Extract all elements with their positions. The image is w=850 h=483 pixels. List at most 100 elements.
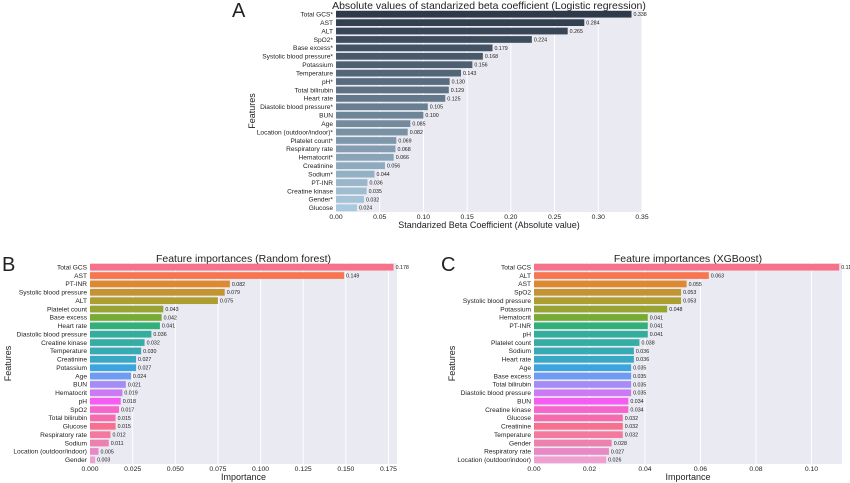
panel-a-value-label: 0.066 (396, 155, 409, 161)
panel-b-value-label: 0.082 (232, 282, 245, 288)
panel-b-category-label: ALT (75, 298, 87, 305)
panel-b-x-axis-label: Importance (221, 472, 266, 482)
panel-c-value-label: 0.035 (633, 366, 646, 372)
panel-b-bar (90, 263, 394, 271)
panel-a-category-label: BUN (319, 113, 333, 120)
panel-b-value-label: 0.012 (112, 433, 125, 439)
panel-c-category-label: ALT (519, 273, 531, 280)
panel-b-bar (90, 280, 230, 288)
panel-b-category-label: Base excess (50, 315, 88, 322)
panel-c-bar (534, 414, 623, 422)
panel-c-value-label: 0.032 (625, 424, 638, 430)
panel-b-category-label: Creatine kinase (41, 340, 87, 347)
panel-c-bar (534, 397, 629, 405)
panel-b-bar (90, 439, 109, 447)
panel-a-category-label: Total GCS* (300, 12, 333, 19)
panel-c-value-label: 0.035 (633, 382, 646, 388)
panel-a-bar (336, 196, 364, 203)
panel-b-x-tick-label: 0.075 (209, 466, 226, 473)
panel-a-category-label: Potassium (302, 62, 333, 69)
panel-b-value-label: 0.027 (138, 357, 151, 363)
panel-a-bar (336, 69, 462, 77)
panel-b-bar (90, 372, 131, 380)
panel-b-category-label: Gender (65, 457, 88, 464)
panel-a-category-label: Heart rate (304, 96, 334, 103)
panel-a-category-label: pH* (322, 79, 333, 86)
panel-b-category-label: Creatinine (57, 357, 87, 364)
panel-c-value-label: 0.110 (841, 265, 850, 271)
panel-c-x-tick-label: 0.00 (527, 466, 540, 473)
panel-b-category-label: pH (79, 398, 88, 405)
panel-b-value-label: 0.024 (133, 374, 146, 380)
panel-c-category-label: Glucose (507, 415, 532, 422)
panel-c-bar (534, 439, 612, 447)
panel-a-category-label: Temperature (296, 70, 333, 77)
panel-b-category-label: Total bilirubin (49, 415, 88, 422)
panel-a-category-label: Glucose (309, 205, 334, 212)
panel-b-x-tick-label: 0.000 (81, 466, 98, 473)
panel-c-value-label: 0.041 (650, 324, 663, 330)
panel-a-category-label: Gender* (308, 197, 333, 204)
panel-c-category-label: Base excess (494, 373, 532, 380)
panel-b-value-label: 0.018 (123, 399, 136, 405)
panel-b-x-tick-label: 0.125 (295, 466, 312, 473)
panel-b-category-label: PT-INR (65, 281, 87, 288)
panel-b-bar (90, 414, 116, 422)
panel-a-category-label: Platelet count* (290, 138, 333, 145)
panel-b-value-label: 0.015 (118, 424, 131, 430)
panel-a-bar (336, 44, 493, 52)
panel-a-bar (336, 145, 396, 153)
panel-b-value-label: 0.005 (101, 449, 114, 455)
panel-c-bar (534, 280, 687, 288)
panel-c-bar (534, 381, 632, 388)
panel-b-x-tick-label: 0.100 (252, 466, 269, 473)
panel-a-category-label: Diastolic blood pressure* (260, 104, 333, 111)
panel-c-category-label: Temperature (494, 432, 531, 439)
panel-a-bar (336, 170, 375, 178)
panel-c-category-label: Creatinine (501, 424, 531, 431)
panel-b-value-label: 0.027 (138, 366, 151, 372)
panel-c-value-label: 0.063 (711, 273, 724, 279)
panel-a-bar (336, 204, 357, 212)
panel-b-bar (90, 347, 142, 355)
panel-c-category-label: BUN (517, 398, 531, 405)
panel-a-bar (336, 61, 473, 69)
panel-c-bar (534, 339, 640, 346)
panel-c-category-label: Diastolic blood pressure (461, 390, 532, 397)
panel-b-category-label: Temperature (50, 348, 87, 355)
panel-b-bar (90, 339, 145, 346)
panel-a-plot-area (336, 10, 642, 212)
panel-a-category-label: Total bilirubin (295, 87, 334, 94)
panel-b-bar (90, 431, 111, 439)
panel-a-value-label: 0.265 (570, 29, 583, 35)
panel-a-x-axis-label: Standarized Beta Coefficient (Absolute v… (398, 220, 579, 230)
panel-c-x-tick-label: 0.08 (749, 466, 762, 473)
panel-b-bar (90, 456, 96, 464)
panel-a-bar (336, 52, 483, 60)
panel-a-bar (336, 128, 408, 136)
panel-a-x-tick-label: 0.00 (329, 214, 342, 221)
panel-a-value-label: 0.036 (369, 180, 382, 186)
panel-a-bar (336, 153, 394, 161)
panel-c-bar (534, 448, 609, 455)
panel-a-value-label: 0.056 (387, 164, 400, 170)
panel-b-bar (90, 305, 164, 313)
panel-c-category-label: SpO2 (514, 290, 531, 297)
panel-a-bar (336, 162, 385, 170)
panel-c-category-label: Hematocrit (499, 315, 531, 322)
panel-a-x-tick-label: 0.10 (417, 214, 430, 221)
panel-c-value-label: 0.027 (611, 449, 624, 455)
panel-b-category-label: Hematocrit (55, 390, 87, 397)
panel-b-category-label: Systolic blood pressure (19, 290, 88, 297)
panel-b-category-label: BUN (73, 382, 87, 389)
panel-a-value-label: 0.035 (369, 189, 382, 195)
panel-a-category-label: Location (outdoor/indoor)* (257, 129, 334, 136)
panel-a-value-label: 0.044 (376, 172, 389, 178)
panel-c-value-label: 0.053 (683, 290, 696, 296)
panel-a-category-label: AST (320, 20, 333, 27)
panel-a-title: Absolute values of standarized beta coef… (332, 0, 646, 12)
panel-c-category-label: Systolic blood pressure (463, 298, 532, 305)
panel-a-value-label: 0.069 (398, 138, 411, 144)
panel-c-plot-area (534, 263, 842, 464)
panel-c-bar (534, 456, 607, 464)
